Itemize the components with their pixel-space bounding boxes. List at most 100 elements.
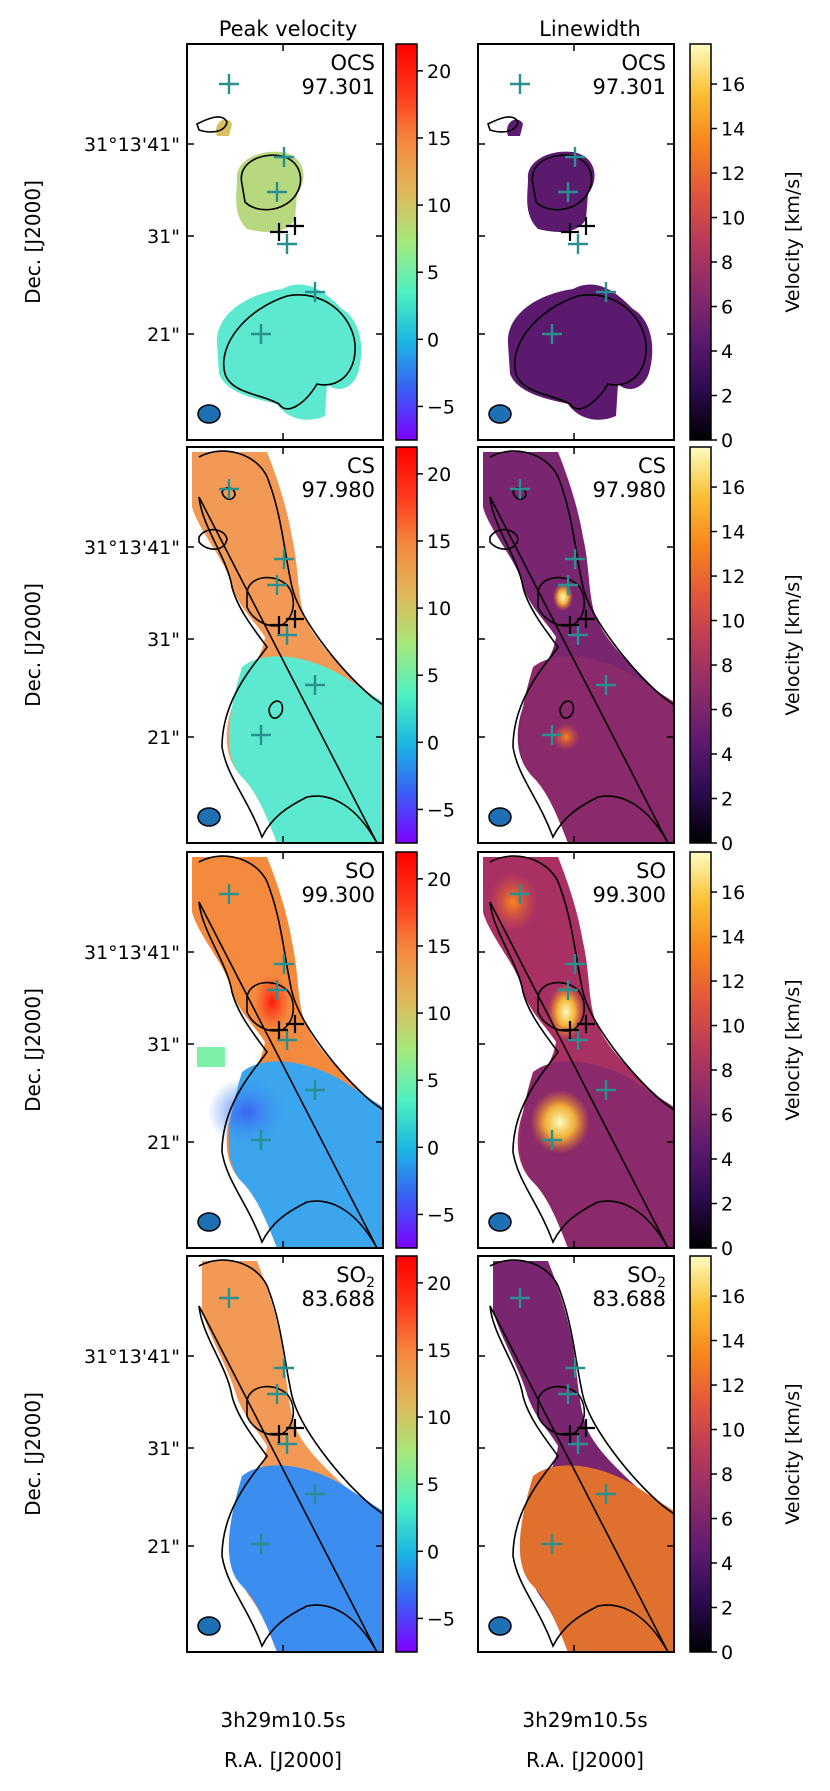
y-tick-label: 31"	[147, 1034, 180, 1056]
molecule-label: OCS	[621, 51, 666, 75]
source-marker	[565, 549, 585, 569]
colorbar-tick-label: 0	[721, 430, 733, 452]
source-marker	[277, 234, 297, 254]
contour-line	[246, 1385, 295, 1436]
source-marker-dark	[270, 217, 304, 241]
source-marker	[251, 725, 271, 745]
source-marker	[219, 74, 239, 94]
peak-colorbar-4: 20 15 10 5 0 −5	[395, 1255, 455, 1653]
colorbar-tick-label: 15	[427, 1340, 451, 1362]
emission-region	[216, 284, 362, 420]
frequency-label: 83.688	[302, 1287, 375, 1311]
source-marker	[267, 980, 287, 1000]
colorbar-tick-label: 0	[721, 1238, 733, 1260]
frequency-label: 97.980	[593, 478, 666, 502]
contour-line	[489, 528, 519, 550]
linewidth-hotspot	[488, 872, 538, 932]
source-marker	[274, 147, 294, 167]
colorbar-tick-label: 5	[427, 262, 439, 284]
panel-frame	[186, 1255, 384, 1653]
source-marker	[277, 1434, 297, 1454]
contour-line	[240, 154, 302, 211]
colorbar-tick-label: 12	[721, 566, 745, 588]
source-marker	[219, 479, 239, 499]
colorbar-tick-label: 16	[721, 1286, 745, 1308]
colorbar-tick-label: 15	[427, 936, 451, 958]
peak-colorbar-2: 20 15 10 5 0 −5	[395, 446, 455, 844]
emission-region-south	[519, 1465, 674, 1652]
panel-frame	[186, 851, 384, 1249]
panel-frame	[477, 851, 675, 1249]
linewidth-hotspot	[530, 1090, 590, 1154]
colorbar-tick-label: −5	[427, 396, 455, 418]
y-tick-label: 31"	[147, 1438, 180, 1460]
source-marker	[305, 1484, 325, 1504]
y-tick-label: 21"	[147, 1536, 180, 1558]
contour-line	[513, 294, 647, 410]
colorbar-tick-label: 20	[427, 61, 451, 83]
x-axis-label-right: R.A. [J2000]	[526, 1748, 644, 1772]
colorbar-tick-label: 10	[721, 1420, 745, 1442]
y-axis-label: Dec. [J2000]	[21, 1392, 45, 1516]
contour-line	[487, 116, 519, 133]
colorbar-label: Velocity [km/s]	[782, 979, 804, 1120]
y-tick-label: 21"	[147, 324, 180, 346]
colorbar-tick-label: 16	[721, 882, 745, 904]
contour-line	[222, 294, 356, 410]
width-colorbar-2: 16 14 12 10 8 6 4 2 0 Velocity [km/s]	[689, 446, 804, 855]
source-marker	[274, 549, 294, 569]
colorbar-tick-label: 12	[721, 163, 745, 185]
y-tick-label: 31"	[147, 226, 180, 248]
colorbar-tick-label: 10	[721, 611, 745, 633]
panel-frame	[477, 43, 675, 441]
linewidth-hotspot	[548, 984, 584, 1040]
contour-line	[537, 1385, 586, 1436]
source-marker	[596, 1484, 616, 1504]
beam-ellipse	[197, 1212, 221, 1232]
source-marker	[542, 725, 562, 745]
colorbar-label: Velocity [km/s]	[782, 1383, 804, 1524]
contour-line	[246, 981, 295, 1032]
panel-frame	[477, 1255, 675, 1653]
colorbar-tick-label: 8	[721, 1060, 733, 1082]
beam-ellipse	[488, 1616, 512, 1636]
y-axis-label: Dec. [J2000]	[21, 583, 45, 707]
source-marker	[568, 625, 588, 645]
colorbar-tick-label: 10	[721, 1016, 745, 1038]
source-marker-dark	[561, 610, 595, 634]
emission-region-south	[228, 656, 383, 843]
source-marker-dark	[561, 1015, 595, 1039]
colorbar-tick-label: 0	[427, 732, 439, 754]
contour-line	[198, 855, 383, 1248]
molecule-label: CS	[347, 454, 375, 478]
source-marker	[568, 1030, 588, 1050]
source-marker	[267, 1384, 287, 1404]
source-marker	[305, 282, 325, 302]
colorbar-tick-label: 5	[427, 1070, 439, 1092]
source-marker	[596, 1080, 616, 1100]
molecule-label: SO	[345, 859, 375, 883]
colorbar-tick-label: 4	[721, 1553, 733, 1575]
colorbar-tick-label: 4	[721, 744, 733, 766]
molecule-label: OCS	[330, 51, 375, 75]
contour-line	[537, 981, 586, 1032]
molecule-label: SO2	[336, 1263, 375, 1291]
panel-frame	[186, 43, 384, 441]
colorbar-tick-label: 2	[721, 789, 733, 811]
colorbar-tick-label: 6	[721, 297, 733, 319]
colorbar-tick-label: 14	[721, 119, 745, 141]
linewidth-hotspot	[552, 723, 580, 751]
contour-line	[559, 700, 575, 719]
colorbar-tick-label: −5	[427, 1608, 455, 1630]
colorbar-tick-label: 20	[427, 869, 451, 891]
colorbar-tick-label: 12	[721, 971, 745, 993]
source-marker	[510, 479, 530, 499]
source-marker	[219, 1288, 239, 1308]
source-marker	[251, 1130, 271, 1150]
emission-region	[507, 284, 653, 420]
